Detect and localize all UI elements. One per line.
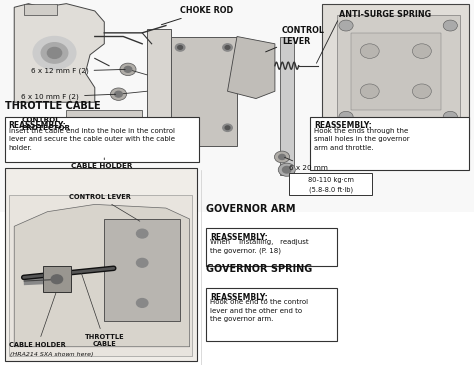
FancyBboxPatch shape [0, 0, 474, 212]
Circle shape [110, 88, 127, 100]
Circle shape [47, 47, 62, 58]
Polygon shape [280, 36, 294, 175]
Circle shape [412, 44, 431, 58]
Circle shape [274, 151, 290, 163]
Circle shape [115, 91, 122, 97]
FancyBboxPatch shape [9, 195, 192, 356]
Circle shape [120, 63, 136, 76]
Circle shape [360, 44, 379, 58]
Polygon shape [43, 266, 71, 292]
Circle shape [41, 43, 68, 63]
Text: When    installing,   readjust
the governor. (P. 18): When installing, readjust the governor. … [210, 239, 309, 254]
FancyBboxPatch shape [5, 168, 197, 361]
Polygon shape [66, 110, 142, 153]
Polygon shape [351, 33, 441, 110]
Text: REASSEMBLY:: REASSEMBLY: [210, 233, 268, 242]
Circle shape [443, 111, 457, 122]
Polygon shape [228, 36, 275, 99]
Circle shape [339, 111, 353, 122]
Text: CHOKE ROD: CHOKE ROD [162, 6, 233, 25]
Text: ANTI-SURGE SPRING: ANTI-SURGE SPRING [339, 10, 431, 19]
Text: CABLE HOLDER: CABLE HOLDER [71, 163, 132, 169]
Circle shape [137, 299, 148, 307]
Polygon shape [322, 4, 469, 139]
Circle shape [360, 84, 379, 99]
Text: CONTROL
LEVER: CONTROL LEVER [265, 26, 325, 52]
Circle shape [225, 46, 230, 49]
Circle shape [51, 275, 63, 284]
Text: 80-110 kg·cm: 80-110 kg·cm [308, 177, 354, 182]
Text: THROTTLE
CABLE: THROTTLE CABLE [82, 273, 124, 347]
Text: 6 x 10 mm F (2): 6 x 10 mm F (2) [21, 93, 116, 100]
Text: REASSEMBLY:: REASSEMBLY: [210, 293, 268, 302]
Text: CABLE HOLDER: CABLE HOLDER [9, 293, 66, 348]
Circle shape [175, 124, 185, 131]
Circle shape [178, 46, 182, 49]
Text: Insert the cable end into the hole in the control
lever and secure the cable out: Insert the cable end into the hole in th… [9, 128, 174, 151]
Circle shape [283, 166, 291, 173]
Text: THROTTLE CABLE: THROTTLE CABLE [5, 101, 100, 111]
Circle shape [124, 66, 132, 72]
Circle shape [279, 154, 285, 160]
FancyBboxPatch shape [5, 117, 199, 162]
Text: Hook the ends through the
small holes in the governor
arm and throttle.: Hook the ends through the small holes in… [314, 128, 410, 151]
Circle shape [178, 126, 182, 130]
Polygon shape [147, 29, 171, 153]
Polygon shape [81, 146, 137, 161]
Circle shape [223, 124, 232, 131]
Circle shape [225, 126, 230, 130]
Text: CONTROL LEVER: CONTROL LEVER [69, 194, 140, 221]
Circle shape [278, 163, 295, 176]
FancyBboxPatch shape [289, 173, 372, 195]
Circle shape [223, 44, 232, 51]
Circle shape [443, 20, 457, 31]
Circle shape [137, 258, 148, 267]
Polygon shape [337, 15, 460, 128]
Circle shape [412, 84, 431, 99]
Text: GOVERNOR ARM: GOVERNOR ARM [206, 204, 296, 214]
Circle shape [33, 36, 76, 69]
Text: Hook one end to the control
lever and the other end to
the governor arm.: Hook one end to the control lever and th… [210, 299, 308, 322]
Text: GOVERNOR SPRING: GOVERNOR SPRING [206, 265, 312, 274]
FancyBboxPatch shape [206, 228, 337, 266]
FancyBboxPatch shape [206, 288, 337, 341]
FancyBboxPatch shape [310, 117, 469, 170]
Text: (HRA214 SXA shown here): (HRA214 SXA shown here) [10, 352, 94, 357]
Text: CONTROL
PROTECTOR: CONTROL PROTECTOR [21, 117, 70, 131]
Polygon shape [104, 219, 180, 321]
Text: REASSEMBLY:: REASSEMBLY: [314, 121, 372, 130]
Polygon shape [171, 36, 237, 146]
Text: REASSEMBLY:: REASSEMBLY: [9, 121, 66, 130]
Text: (5.8-8.0 ft·lb): (5.8-8.0 ft·lb) [309, 187, 353, 193]
Circle shape [137, 229, 148, 238]
Circle shape [339, 20, 353, 31]
Polygon shape [24, 4, 57, 15]
Text: 6 x 12 mm F (2): 6 x 12 mm F (2) [31, 68, 125, 74]
Polygon shape [14, 204, 190, 347]
Circle shape [175, 44, 185, 51]
Text: 6 x 20 mm: 6 x 20 mm [284, 157, 328, 171]
Polygon shape [14, 4, 104, 102]
